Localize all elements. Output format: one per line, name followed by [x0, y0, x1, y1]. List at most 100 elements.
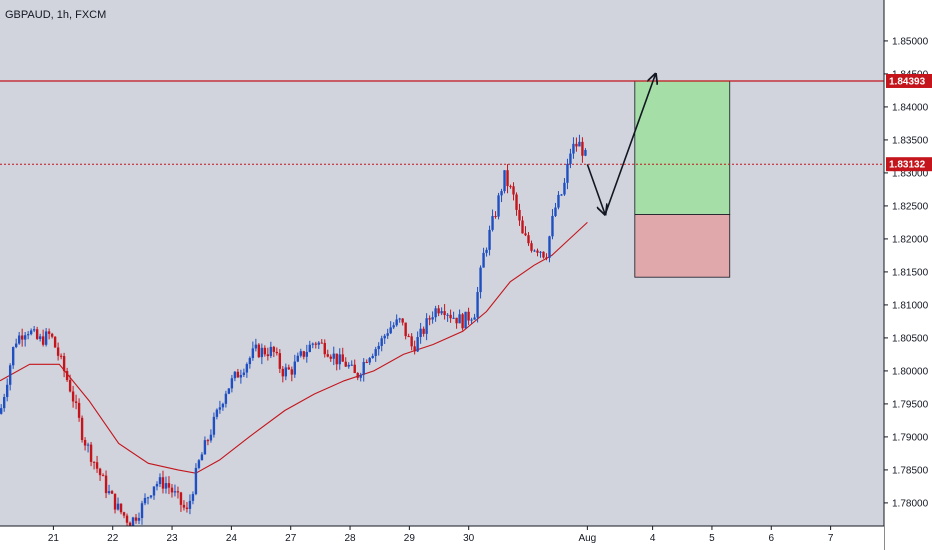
candle[interactable]	[359, 372, 362, 382]
candle[interactable]	[200, 452, 204, 461]
candle[interactable]	[149, 495, 153, 499]
candle[interactable]	[275, 347, 279, 356]
candle[interactable]	[284, 363, 288, 381]
candle[interactable]	[191, 491, 195, 505]
candle[interactable]	[389, 321, 392, 335]
candle[interactable]	[401, 318, 404, 326]
candle[interactable]	[215, 408, 219, 420]
candle[interactable]	[281, 366, 285, 383]
candle[interactable]	[227, 388, 231, 395]
candle[interactable]	[422, 326, 425, 337]
candle[interactable]	[332, 346, 335, 366]
candle[interactable]	[536, 248, 539, 257]
candle[interactable]	[182, 500, 186, 511]
candle[interactable]	[380, 335, 383, 352]
candle[interactable]	[140, 500, 144, 525]
candle[interactable]	[206, 438, 210, 446]
candle[interactable]	[341, 347, 344, 362]
candle[interactable]	[0, 404, 3, 415]
candle[interactable]	[71, 385, 75, 408]
candle[interactable]	[83, 437, 87, 451]
candle[interactable]	[119, 503, 123, 515]
candle[interactable]	[497, 192, 500, 220]
candle[interactable]	[296, 352, 300, 363]
candle[interactable]	[362, 358, 365, 382]
candle[interactable]	[23, 332, 27, 347]
candle[interactable]	[167, 476, 171, 495]
candle[interactable]	[485, 247, 488, 257]
candle[interactable]	[224, 390, 228, 408]
candle[interactable]	[14, 338, 18, 349]
candle[interactable]	[452, 311, 455, 319]
candle[interactable]	[179, 491, 183, 512]
candle[interactable]	[287, 364, 291, 370]
candle[interactable]	[212, 412, 216, 438]
target-zone[interactable]	[634, 80, 731, 215]
candle[interactable]	[164, 476, 168, 494]
candle[interactable]	[152, 486, 156, 500]
candle[interactable]	[170, 484, 174, 498]
candle[interactable]	[467, 307, 470, 325]
candle[interactable]	[320, 339, 323, 344]
projection-arrow-down[interactable]	[586, 164, 605, 214]
candle[interactable]	[539, 251, 542, 258]
candle[interactable]	[236, 368, 240, 378]
price-axis[interactable]	[884, 0, 932, 550]
candle[interactable]	[443, 304, 446, 320]
candle[interactable]	[65, 367, 69, 382]
candle[interactable]	[557, 191, 560, 210]
candle[interactable]	[383, 333, 386, 344]
candle[interactable]	[5, 378, 9, 402]
candle[interactable]	[188, 494, 192, 515]
candle[interactable]	[554, 202, 557, 218]
candle[interactable]	[245, 362, 249, 378]
candle[interactable]	[56, 342, 60, 361]
candle[interactable]	[59, 353, 63, 360]
candle[interactable]	[11, 346, 15, 369]
candle[interactable]	[194, 463, 198, 496]
candle[interactable]	[89, 442, 93, 467]
candle[interactable]	[425, 313, 428, 341]
candle[interactable]	[434, 305, 437, 322]
candle[interactable]	[143, 493, 147, 506]
candle[interactable]	[116, 497, 120, 511]
candle[interactable]	[257, 343, 261, 359]
candle[interactable]	[533, 249, 536, 252]
candle[interactable]	[527, 232, 530, 246]
candle[interactable]	[269, 341, 273, 359]
candle[interactable]	[338, 348, 341, 370]
candle[interactable]	[290, 366, 294, 382]
candle[interactable]	[491, 209, 494, 232]
candle[interactable]	[317, 341, 320, 349]
candle[interactable]	[512, 182, 515, 201]
candle[interactable]	[323, 339, 326, 358]
candle[interactable]	[233, 371, 237, 382]
candle[interactable]	[515, 192, 518, 216]
candle[interactable]	[32, 326, 36, 333]
candle[interactable]	[542, 251, 545, 259]
candle[interactable]	[572, 137, 575, 159]
candle[interactable]	[371, 353, 374, 359]
candle[interactable]	[122, 511, 126, 519]
candle[interactable]	[392, 322, 395, 330]
candle[interactable]	[92, 461, 96, 470]
candle[interactable]	[101, 473, 105, 477]
candle[interactable]	[314, 341, 317, 349]
candle[interactable]	[308, 340, 311, 353]
candle[interactable]	[416, 331, 419, 352]
candle[interactable]	[347, 362, 350, 369]
candle[interactable]	[386, 328, 389, 339]
candle[interactable]	[395, 314, 398, 327]
candle[interactable]	[173, 484, 177, 497]
candle[interactable]	[209, 429, 213, 443]
candle[interactable]	[53, 336, 57, 348]
candle[interactable]	[548, 235, 551, 263]
candle[interactable]	[158, 473, 162, 488]
candle[interactable]	[482, 247, 485, 268]
candle[interactable]	[377, 342, 380, 356]
candle[interactable]	[566, 158, 569, 190]
candle[interactable]	[353, 359, 356, 374]
candle[interactable]	[266, 347, 270, 361]
candle[interactable]	[41, 329, 45, 347]
candle[interactable]	[293, 354, 297, 378]
